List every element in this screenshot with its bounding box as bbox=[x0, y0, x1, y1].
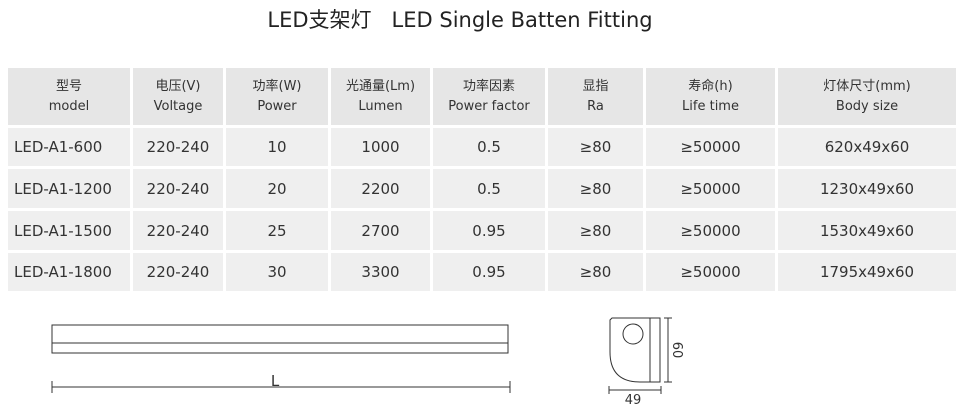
header-text: model bbox=[48, 98, 90, 114]
header-cell: 显指 Ra bbox=[548, 68, 643, 125]
fitting-profile bbox=[609, 317, 661, 383]
table-cell: LED-A1-1800 bbox=[8, 253, 130, 291]
table-cell: 1795x49x60 bbox=[778, 253, 956, 291]
table-cell: 220-240 bbox=[133, 128, 223, 166]
table-cell: ≥80 bbox=[548, 169, 643, 208]
table-cell: 220-240 bbox=[133, 253, 223, 291]
header-text: Power factor bbox=[448, 98, 530, 114]
title: LED支架灯 LED Single Batten Fitting bbox=[267, 8, 653, 32]
table-cell: 0.5 bbox=[433, 169, 545, 208]
header-cell: 光通量(Lm) Lumen bbox=[331, 68, 430, 125]
header-cell: 电压(V) Voltage bbox=[133, 68, 223, 125]
header-text: 寿命(h) bbox=[688, 78, 733, 94]
table-cell: 620x49x60 bbox=[778, 128, 956, 166]
table-cell: ≥50000 bbox=[646, 169, 775, 208]
table-cell: 220-240 bbox=[133, 211, 223, 250]
header-cell: 功率因素 Power factor bbox=[433, 68, 545, 125]
table-cell: ≥50000 bbox=[646, 253, 775, 291]
header-text: Body size bbox=[835, 98, 899, 114]
table-cell: 220-240 bbox=[133, 169, 223, 208]
table-cell: ≥50000 bbox=[646, 128, 775, 166]
header-text: Life time bbox=[682, 98, 739, 114]
table-cell: 20 bbox=[226, 169, 328, 208]
spec-table: 型号 model 电压(V) Voltage 功率(W) Power 光通量(Lm) Lume… bbox=[8, 68, 956, 291]
table-cell: 10 bbox=[226, 128, 328, 166]
header-cell: 灯体尺寸(mm) Body size bbox=[778, 68, 956, 125]
table-cell: ≥50000 bbox=[646, 211, 775, 250]
header-text: 功率因素 bbox=[462, 78, 515, 94]
header-text: Lumen bbox=[358, 98, 403, 114]
table-cell: ≥80 bbox=[548, 211, 643, 250]
profile-hole bbox=[622, 323, 644, 345]
header-text: 显指 bbox=[582, 78, 609, 94]
table-cell: LED-A1-1500 bbox=[8, 211, 130, 250]
header-text: 型号 bbox=[55, 78, 82, 94]
table-cell: LED-A1-1200 bbox=[8, 169, 130, 208]
header-text: Ra bbox=[587, 98, 604, 114]
header-cell: 功率(W) Power bbox=[226, 68, 328, 125]
table-cell: 25 bbox=[226, 211, 328, 250]
table-cell: ≥80 bbox=[548, 253, 643, 291]
table-cell: 0.95 bbox=[433, 253, 545, 291]
length-label: L bbox=[271, 372, 280, 390]
table-cell: 3300 bbox=[331, 253, 430, 291]
header-text: Voltage bbox=[153, 98, 203, 114]
table-cell: 0.95 bbox=[433, 211, 545, 250]
header-text: 功率(W) bbox=[252, 78, 302, 94]
header-text: 光通量(Lm) bbox=[345, 78, 416, 94]
table-cell: 30 bbox=[226, 253, 328, 291]
table-cell: ≥80 bbox=[548, 128, 643, 166]
table-cell: 1230x49x60 bbox=[778, 169, 956, 208]
fitting-side-view bbox=[51, 324, 509, 354]
table-cell: 2700 bbox=[331, 211, 430, 250]
table-cell: 1530x49x60 bbox=[778, 211, 956, 250]
table-cell: 0.5 bbox=[433, 128, 545, 166]
header-text: 灯体尺寸(mm) bbox=[823, 78, 911, 94]
width-label: 49 bbox=[625, 393, 642, 408]
table-cell: 1000 bbox=[331, 128, 430, 166]
header-cell: 寿命(h) Life time bbox=[646, 68, 775, 125]
header-text: Power bbox=[257, 98, 297, 114]
header-cell: 型号 model bbox=[8, 68, 130, 125]
height-label: 60 bbox=[669, 342, 684, 359]
table-cell: 2200 bbox=[331, 169, 430, 208]
table-cell: LED-A1-600 bbox=[8, 128, 130, 166]
header-text: 电压(V) bbox=[155, 78, 201, 94]
